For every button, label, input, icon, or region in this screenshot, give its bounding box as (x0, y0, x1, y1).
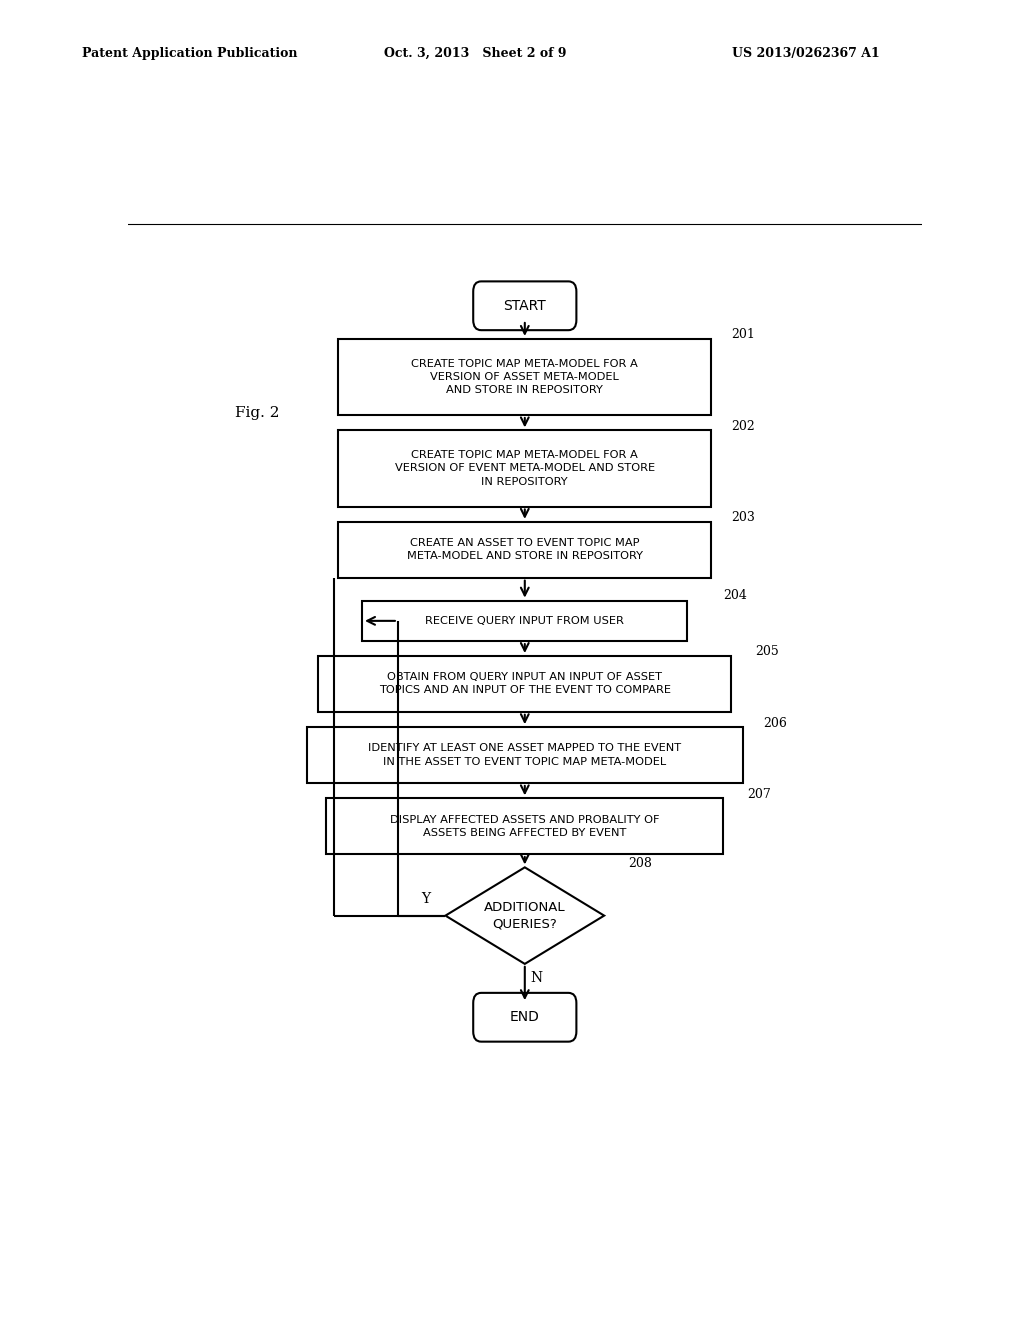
Text: 207: 207 (748, 788, 771, 801)
Text: Patent Application Publication: Patent Application Publication (82, 46, 297, 59)
Text: Fig. 2: Fig. 2 (236, 405, 280, 420)
Text: START: START (504, 298, 546, 313)
Text: RECEIVE QUERY INPUT FROM USER: RECEIVE QUERY INPUT FROM USER (425, 616, 625, 626)
Bar (327, 799, 723, 854)
FancyBboxPatch shape (473, 993, 577, 1041)
Text: CREATE TOPIC MAP META-MODEL FOR A
VERSION OF ASSET META-MODEL
AND STORE IN REPOS: CREATE TOPIC MAP META-MODEL FOR A VERSIO… (412, 359, 638, 395)
Text: CREATE TOPIC MAP META-MODEL FOR A
VERSION OF EVENT META-MODEL AND STORE
IN REPOS: CREATE TOPIC MAP META-MODEL FOR A VERSIO… (394, 450, 655, 487)
Text: Oct. 3, 2013   Sheet 2 of 9: Oct. 3, 2013 Sheet 2 of 9 (384, 46, 566, 59)
Bar (306, 727, 743, 783)
Text: US 2013/0262367 A1: US 2013/0262367 A1 (732, 46, 880, 59)
Text: OBTAIN FROM QUERY INPUT AN INPUT OF ASSET
TOPICS AND AN INPUT OF THE EVENT TO CO: OBTAIN FROM QUERY INPUT AN INPUT OF ASSE… (379, 672, 671, 696)
Text: 202: 202 (731, 420, 755, 433)
Bar (362, 601, 687, 642)
Text: 206: 206 (763, 717, 786, 730)
Text: DISPLAY AFFECTED ASSETS AND PROBALITY OF
ASSETS BEING AFFECTED BY EVENT: DISPLAY AFFECTED ASSETS AND PROBALITY OF… (390, 814, 659, 838)
Polygon shape (445, 867, 604, 964)
Text: CREATE AN ASSET TO EVENT TOPIC MAP
META-MODEL AND STORE IN REPOSITORY: CREATE AN ASSET TO EVENT TOPIC MAP META-… (407, 539, 643, 561)
Text: 208: 208 (628, 857, 652, 870)
Text: Y: Y (421, 892, 430, 907)
Bar (338, 339, 712, 414)
Text: ADDITIONAL
QUERIES?: ADDITIONAL QUERIES? (484, 900, 565, 931)
Text: 204: 204 (723, 589, 748, 602)
Text: 205: 205 (755, 645, 778, 659)
FancyBboxPatch shape (473, 281, 577, 330)
Text: 201: 201 (731, 329, 755, 342)
Bar (338, 430, 712, 507)
Text: IDENTIFY AT LEAST ONE ASSET MAPPED TO THE EVENT
IN THE ASSET TO EVENT TOPIC MAP : IDENTIFY AT LEAST ONE ASSET MAPPED TO TH… (369, 743, 681, 767)
Bar (318, 656, 731, 711)
Text: N: N (530, 972, 543, 985)
Bar (338, 521, 712, 578)
Text: 203: 203 (731, 511, 755, 524)
Text: END: END (510, 1010, 540, 1024)
